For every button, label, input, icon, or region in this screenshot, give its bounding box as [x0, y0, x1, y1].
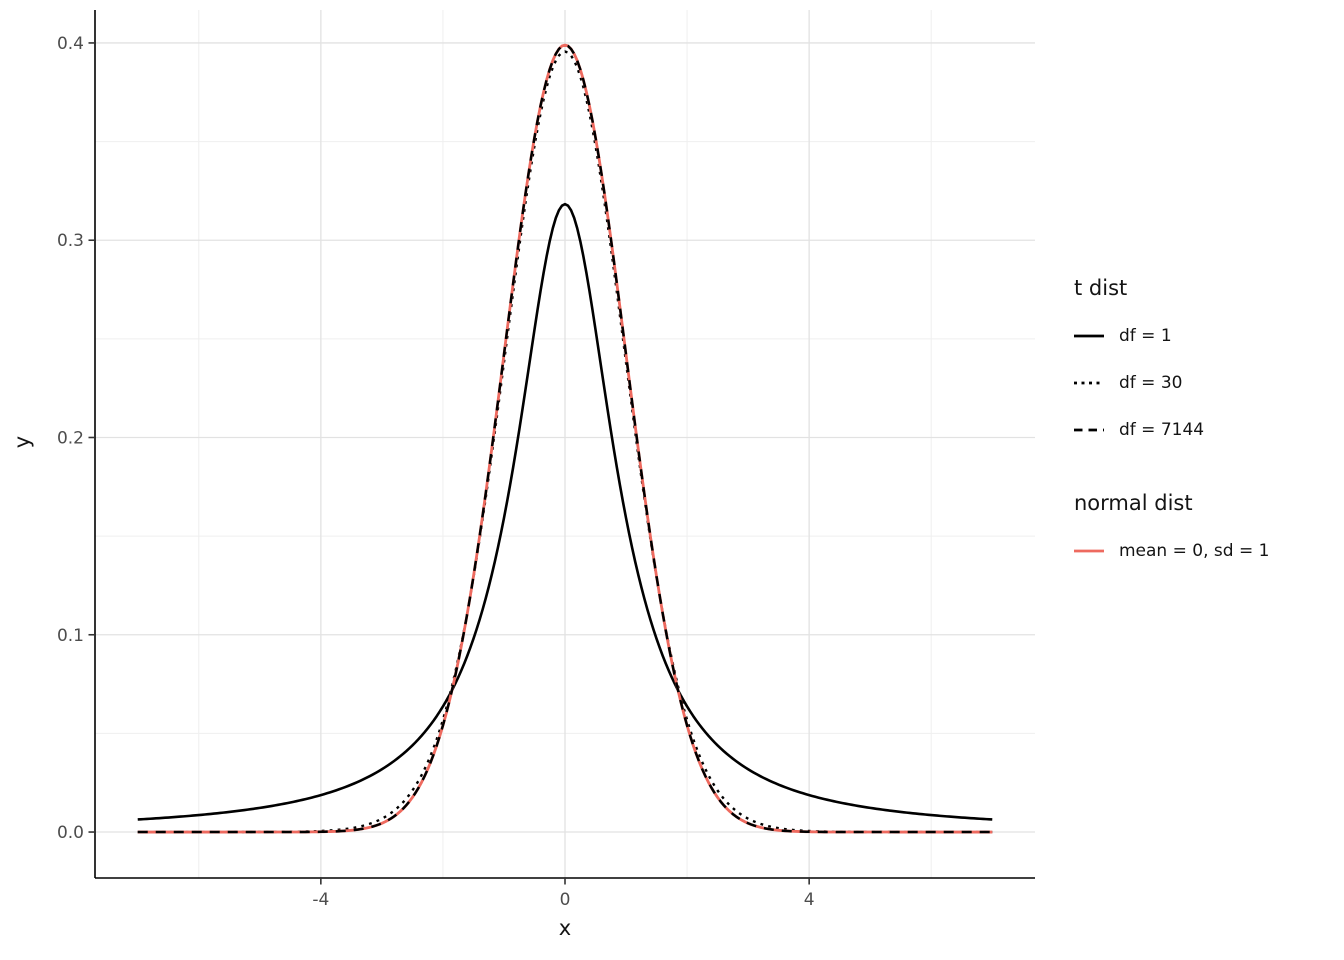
line-style-dotted-icon	[1074, 381, 1104, 384]
legend-group-t-dist: t dist df = 1 df = 30 df = 7144	[1072, 276, 1269, 453]
legend-item-label: mean = 0, sd = 1	[1119, 540, 1270, 561]
y-tick-label: 0.2	[57, 428, 84, 448]
curve-df-1	[137, 202, 993, 821]
y-tick-label: 0.4	[57, 34, 84, 54]
line-style-solid-red-icon	[1074, 549, 1104, 552]
legend-item-df-7144: df = 7144	[1072, 406, 1269, 453]
x-tick-label: 0	[560, 890, 571, 910]
legend-item-df-30: df = 30	[1072, 359, 1269, 406]
line-style-dashed-icon	[1074, 428, 1104, 431]
curve-mean-0-sd-1	[137, 43, 993, 834]
legend-title-normal-dist: normal dist	[1074, 491, 1193, 515]
legend-item-df-1: df = 1	[1072, 312, 1269, 359]
x-axis-title: x	[558, 916, 572, 940]
legend-item-label: df = 7144	[1119, 419, 1205, 440]
legend-item-label: df = 30	[1119, 372, 1183, 393]
line-style-solid-icon	[1074, 334, 1104, 337]
y-tick-label: 0.3	[57, 231, 84, 251]
legend-item-normal: mean = 0, sd = 1	[1072, 527, 1269, 574]
legend-group-normal-dist: normal dist mean = 0, sd = 1	[1072, 491, 1269, 574]
y-axis-title: y	[10, 435, 35, 449]
legend-item-label: df = 1	[1119, 325, 1172, 346]
legend: t dist df = 1 df = 30 df = 7144 normal d…	[1072, 276, 1269, 574]
y-tick-label: 0.0	[57, 823, 84, 843]
y-tick-label: 0.1	[57, 626, 84, 646]
x-tick-label: -4	[312, 890, 329, 910]
legend-title-t-dist: t dist	[1074, 276, 1128, 300]
x-tick-label: 4	[804, 890, 815, 910]
